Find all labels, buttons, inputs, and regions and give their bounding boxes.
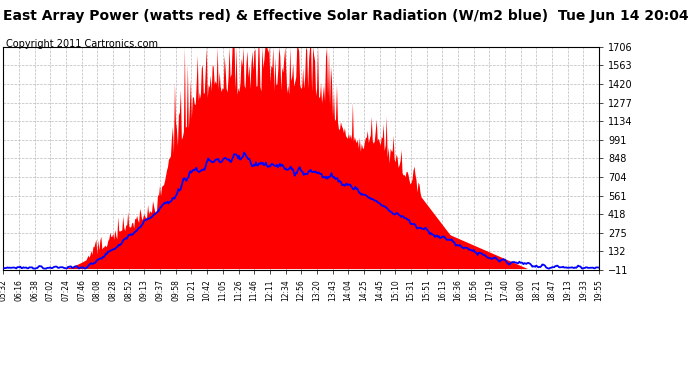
Text: Copyright 2011 Cartronics.com: Copyright 2011 Cartronics.com: [6, 39, 157, 50]
Text: East Array Power (watts red) & Effective Solar Radiation (W/m2 blue)  Tue Jun 14: East Array Power (watts red) & Effective…: [3, 9, 689, 23]
